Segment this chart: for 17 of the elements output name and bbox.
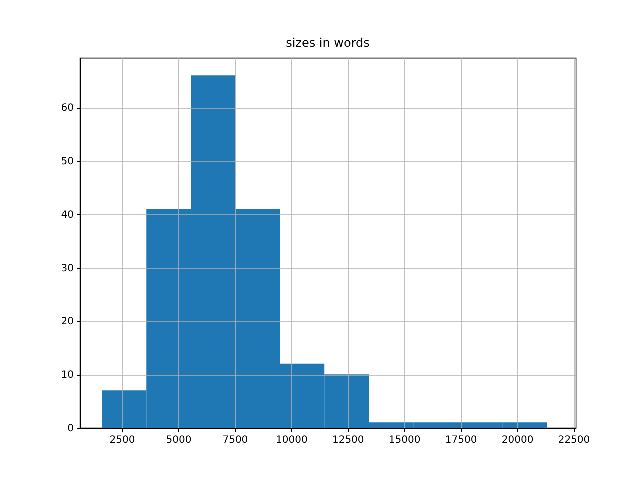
x-tick-label: 7500 xyxy=(222,435,248,446)
y-tick-label: 10 xyxy=(61,370,74,382)
y-tick-label: 30 xyxy=(61,263,74,274)
x-tick-label: 12500 xyxy=(332,435,364,446)
y-tick-label: 40 xyxy=(61,210,74,221)
x-tick-label: 10000 xyxy=(276,435,308,446)
x-tick-label: 2500 xyxy=(110,435,136,446)
y-tick-label: 50 xyxy=(61,156,74,168)
y-tick-label: 20 xyxy=(61,316,74,328)
x-tick-label: 20000 xyxy=(502,435,534,446)
x-tick-label: 5000 xyxy=(166,435,192,446)
x-tick-label: 17500 xyxy=(445,435,478,446)
y-tick-label: 60 xyxy=(61,103,74,114)
x-tick-label: 15000 xyxy=(388,435,421,446)
chart-title: sizes in words xyxy=(286,36,370,50)
x-tick-label: 22500 xyxy=(558,435,590,446)
y-tick-label: 0 xyxy=(68,424,74,434)
